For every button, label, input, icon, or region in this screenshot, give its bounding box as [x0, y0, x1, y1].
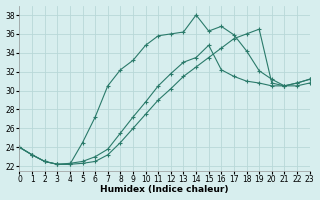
X-axis label: Humidex (Indice chaleur): Humidex (Indice chaleur) [100, 185, 229, 194]
